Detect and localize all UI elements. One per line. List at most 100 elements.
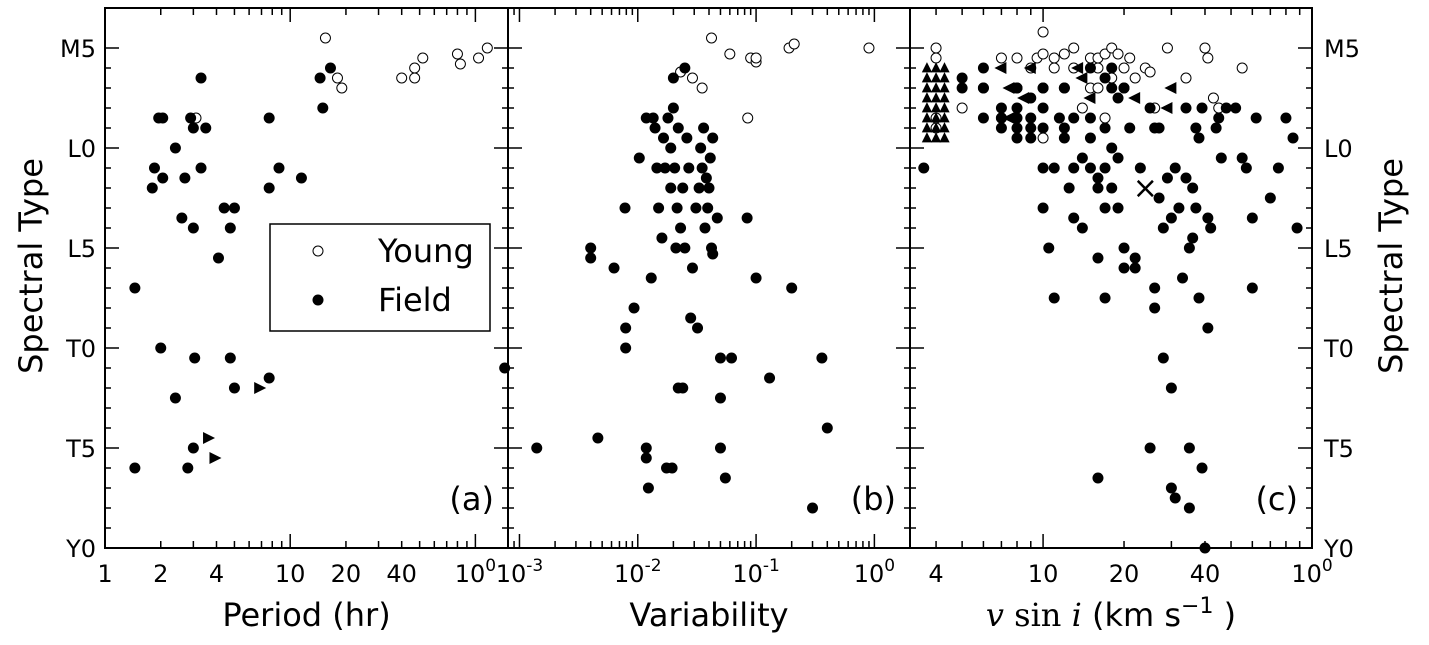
data-point-field <box>1099 202 1111 214</box>
data-point-field <box>653 202 665 214</box>
upper-limit-marker <box>930 92 942 103</box>
data-point-field <box>640 442 652 454</box>
data-point-young <box>1199 42 1211 54</box>
data-point-young <box>319 32 331 44</box>
data-point-young <box>1048 62 1060 74</box>
data-point-field <box>1011 102 1023 114</box>
data-point-field <box>179 172 191 184</box>
data-point-field <box>1240 162 1252 174</box>
data-point-field <box>1025 122 1037 134</box>
data-point-field <box>683 162 695 174</box>
x-tick-label: 40 <box>386 560 417 588</box>
data-point-field <box>704 152 716 164</box>
upper-limit-marker <box>930 112 942 123</box>
data-point-field <box>1092 252 1104 264</box>
upper-limit-marker <box>939 132 950 143</box>
data-point-field <box>187 122 199 134</box>
data-point-field <box>1129 252 1141 264</box>
data-point-field <box>651 162 663 174</box>
data-point-field <box>1149 302 1161 314</box>
upper-limit-marker <box>1002 82 1015 94</box>
data-point-field <box>1236 152 1248 164</box>
data-point-field <box>699 222 711 234</box>
data-point-field <box>1202 322 1214 334</box>
data-point-field <box>1144 442 1156 454</box>
data-point-field <box>619 202 631 214</box>
series-field <box>499 62 833 514</box>
upper-limit-marker <box>930 122 942 133</box>
y-tick-label: L5 <box>67 235 96 263</box>
data-point-field <box>995 112 1007 124</box>
data-point-field <box>995 102 1007 114</box>
data-point-field <box>667 102 679 114</box>
data-point-field <box>1165 482 1177 494</box>
data-point-field <box>263 182 275 194</box>
data-point-field <box>1196 462 1208 474</box>
data-point-field <box>1180 102 1192 114</box>
data-point-young <box>1180 72 1192 84</box>
data-point-field <box>977 82 989 94</box>
data-point-young <box>417 52 429 64</box>
data-point-field <box>816 352 828 364</box>
upper-limit-marker <box>1071 62 1084 74</box>
data-point-field <box>677 182 689 194</box>
upper-limit-marker <box>1075 72 1088 84</box>
data-point-field <box>1112 152 1124 164</box>
data-point-field <box>1106 182 1118 194</box>
y-tick-label: T5 <box>65 435 96 463</box>
data-point-field <box>1068 212 1080 224</box>
data-point-field <box>157 112 169 124</box>
data-point-field <box>1196 102 1208 114</box>
upper-limit-marker <box>1083 92 1096 104</box>
data-point-young <box>1118 62 1130 74</box>
data-point-field <box>700 172 712 184</box>
data-point-field <box>1213 112 1225 124</box>
data-point-field <box>1287 132 1299 144</box>
data-point-field <box>977 112 989 124</box>
data-point-field <box>157 172 169 184</box>
data-point-field <box>224 352 236 364</box>
data-point-field <box>1043 242 1055 254</box>
y-tick-label: Y0 <box>65 535 96 563</box>
data-point-field <box>1084 62 1096 74</box>
plot-frame <box>507 7 911 549</box>
data-point-field <box>314 72 326 84</box>
series-triangle-right <box>203 382 267 464</box>
data-point-field <box>317 102 329 114</box>
data-point-field <box>585 242 597 254</box>
data-point-field <box>1099 72 1111 84</box>
data-point-young <box>396 72 408 84</box>
data-point-field <box>169 392 181 404</box>
data-point-field <box>295 172 307 184</box>
data-point-field <box>1063 182 1075 194</box>
data-point-field <box>1099 122 1111 134</box>
upper-limit-marker <box>921 102 933 113</box>
data-point-field <box>1187 182 1199 194</box>
data-point-field <box>1193 132 1205 144</box>
data-point-field <box>665 182 677 194</box>
data-point-young <box>1124 52 1136 64</box>
data-point-field <box>620 342 632 354</box>
upper-limit-marker <box>921 122 933 133</box>
data-point-young <box>336 82 348 94</box>
data-point-field <box>1106 62 1118 74</box>
upper-limit-marker <box>994 62 1007 74</box>
data-point-field <box>1118 242 1130 254</box>
data-point-field <box>263 112 275 124</box>
x-tick-label: 100 <box>854 556 895 588</box>
data-point-field <box>667 72 679 84</box>
data-point-field <box>672 122 684 134</box>
panel-label: (c) <box>1255 480 1298 518</box>
data-point-field <box>679 62 691 74</box>
upper-limit-marker <box>930 62 942 73</box>
data-point-young <box>1202 52 1214 64</box>
data-point-field <box>1025 132 1037 144</box>
y-tick-label: L0 <box>67 135 96 163</box>
data-point-field <box>956 72 968 84</box>
data-point-field <box>633 152 645 164</box>
panel-c: 4 10 20 40 100 M5 L0 L5 T0 T5 Y0 v sin i (km s−1 ) S… <box>909 7 1410 634</box>
x-tick-label: 20 <box>1109 560 1140 588</box>
y-tick-label: Y0 <box>1323 535 1354 563</box>
data-point-field <box>228 202 240 214</box>
